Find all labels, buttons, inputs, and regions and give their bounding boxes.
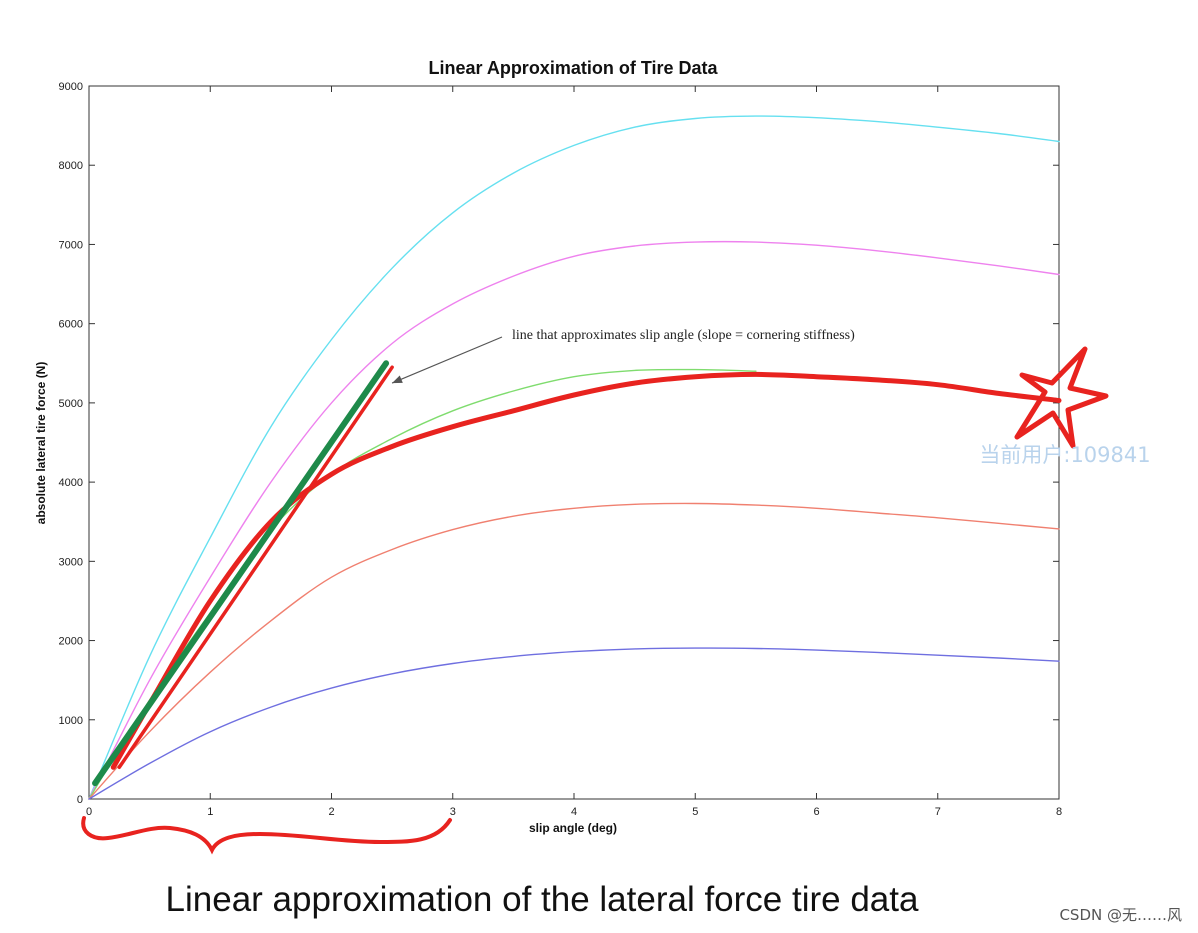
y-tick-label: 1000 xyxy=(59,715,83,727)
annotation-text: line that approximates slip angle (slope… xyxy=(512,328,855,343)
y-tick-label: 9000 xyxy=(59,81,83,93)
source-credit: CSDN @无……风 xyxy=(1059,906,1182,924)
y-tick-label: 8000 xyxy=(59,160,83,172)
approximation-lines xyxy=(92,360,394,787)
approximation-line-2 xyxy=(117,365,394,770)
watermark: 当前用户:109841 xyxy=(979,443,1150,467)
approximation-line-1 xyxy=(92,360,390,787)
y-tick-label: 2000 xyxy=(59,636,83,648)
series-line-2 xyxy=(88,240,1060,800)
annotation-arrow xyxy=(391,336,503,384)
hand-drawn-star-icon xyxy=(1014,346,1109,449)
y-tick-label: 6000 xyxy=(59,319,83,331)
y-tick-label: 5000 xyxy=(59,398,83,410)
axis-label-x: slip angle (deg) xyxy=(529,821,617,835)
plot-area xyxy=(88,85,1060,800)
chart-title: Linear Approximation of Tire Data xyxy=(428,58,718,78)
axis-label-y: absolute lateral tire force (N) xyxy=(34,362,48,525)
x-tick-label: 1 xyxy=(207,806,213,818)
y-tick-label: 7000 xyxy=(59,239,83,251)
x-tick-label: 8 xyxy=(1056,806,1062,818)
axis-ticks: 0 1 2 3 4 5 6 7 8 0 1000 2000 3000 4000 5000 6000 7000 80… xyxy=(59,81,1063,818)
x-tick-label: 7 xyxy=(935,806,941,818)
series-line-highlighted xyxy=(110,371,1062,770)
x-tick-label: 6 xyxy=(813,806,819,818)
slide-caption: Linear approximation of the lateral forc… xyxy=(166,880,919,919)
hand-drawn-brace-icon xyxy=(81,816,452,855)
y-tick-label: 4000 xyxy=(59,477,83,489)
series-lines xyxy=(88,115,1062,800)
series-line-1 xyxy=(88,115,1060,800)
x-tick-label: 4 xyxy=(571,806,577,818)
series-line-5 xyxy=(88,647,1060,800)
y-tick-label: 0 xyxy=(77,794,83,806)
y-tick-label: 3000 xyxy=(59,556,83,568)
x-tick-label: 0 xyxy=(86,806,92,818)
series-line-4 xyxy=(88,502,1060,800)
x-tick-label: 3 xyxy=(450,806,456,818)
x-tick-label: 2 xyxy=(328,806,334,818)
annotation-arrowhead xyxy=(392,375,403,384)
x-tick-label: 5 xyxy=(692,806,698,818)
